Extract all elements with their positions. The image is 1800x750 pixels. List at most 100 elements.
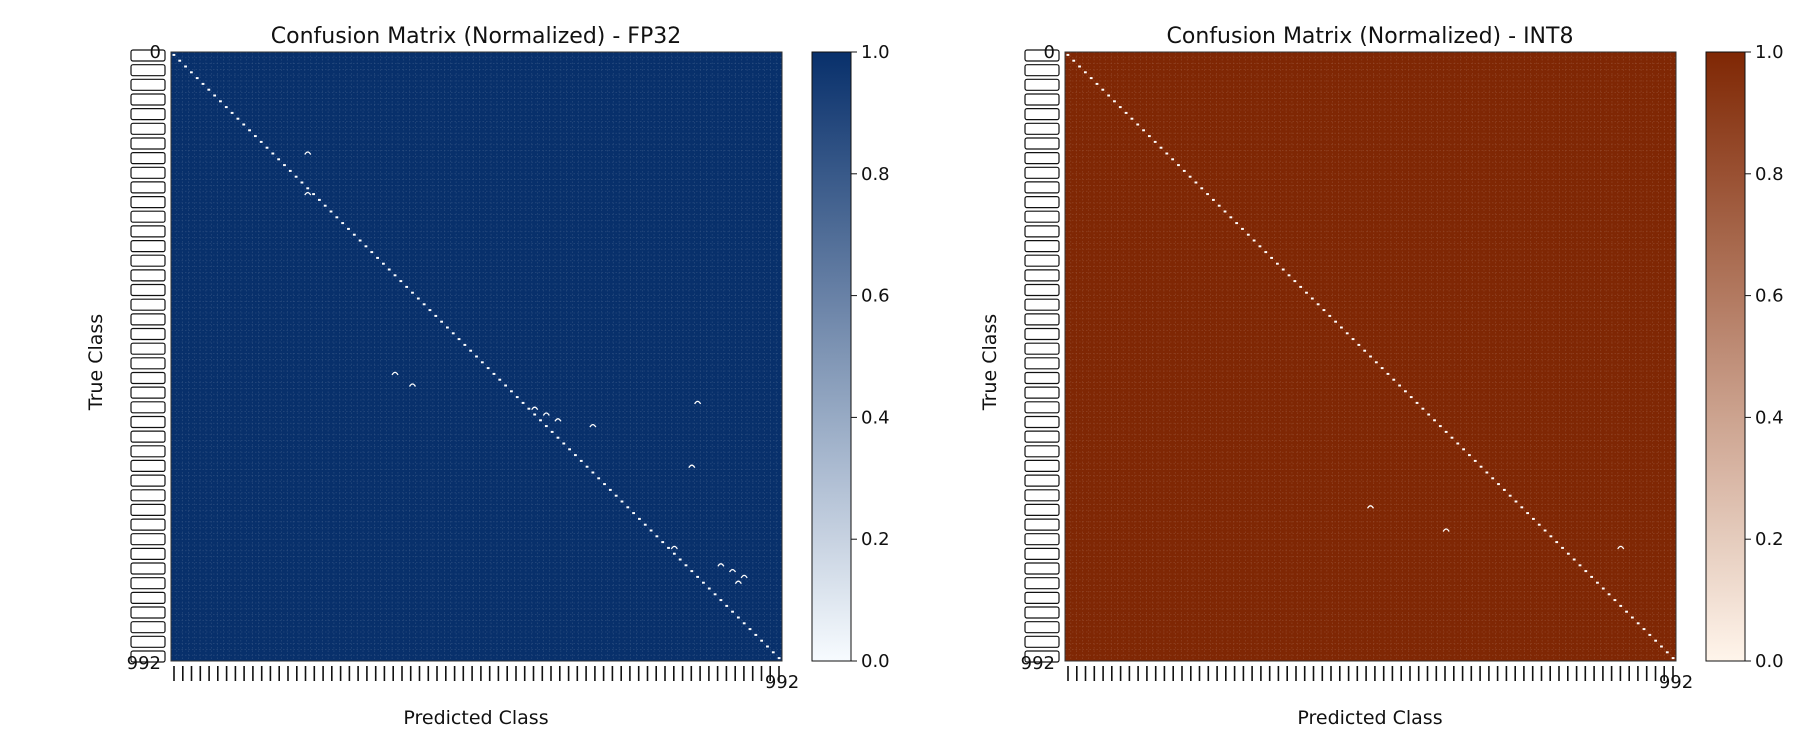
diagonal-cell [306,187,310,190]
diagonal-cell [585,465,589,468]
diagonal-cell [219,100,222,103]
off-diagonal-cell [589,423,597,428]
y-tick-mark [1024,122,1060,135]
diagonal-cell [1241,227,1244,230]
y-tick-mark [1024,283,1060,297]
y-tick-mark [1024,225,1060,238]
cell-grid [171,52,782,661]
off-diagonal-cell [694,400,702,405]
colorbar-tick-label: 0.0 [861,651,890,672]
diagonal-cell [1142,129,1145,132]
diagonal-cell [1334,320,1337,323]
y-tick-mark [130,489,166,502]
diagonal-cell [236,117,240,120]
diagonal-cell [702,581,705,584]
off-diagonal-cell [670,545,678,550]
diagonal-cell [1165,152,1169,155]
diagonal-cell [632,512,636,515]
y-tick-mark [1024,635,1060,648]
diagonal-cell [1345,332,1349,335]
diagonal-cell [1374,361,1378,364]
diagonal-cell [1369,355,1372,358]
y-tick-mark [130,650,166,663]
y-axis-label: True Class [85,314,107,411]
y-tick-mark [1024,210,1060,223]
diagonal-cell [1316,303,1320,306]
y-tick-mark [130,210,166,223]
diagonal-cell [579,459,583,462]
y-tick-mark [1024,474,1060,487]
diagonal-cell [265,146,269,149]
chart-title: Confusion Matrix (Normalized) - INT8 [1167,24,1574,49]
y-tick-mark [130,122,166,135]
diagonal-cell [213,94,217,97]
diagonal-cell [1089,77,1093,80]
diagonal-cell [1136,123,1140,126]
diagonal-cell [446,326,449,329]
off-diagonal-cell [1617,545,1625,550]
y-tick-mark [1024,489,1060,502]
diagonal-cell [760,639,764,642]
y-tick-mark [130,621,166,634]
diagonal-cell [754,633,758,636]
diagonal-cell [230,111,234,114]
y-tick-mark [130,562,166,575]
diagonal-cell [1107,94,1111,97]
y-tick-mark [1024,459,1060,472]
x-tick-label-last: 992 [1659,672,1693,693]
diagonal-cell [201,82,205,85]
y-tick-mark [130,107,166,121]
diagonal-cell [1607,593,1611,596]
diagonal-cell [725,604,729,607]
diagonal-cell [1340,326,1343,329]
colorbar-tick-label: 1.0 [1755,42,1784,63]
diagonal-cell [1264,251,1268,254]
diagonal-cell [242,123,246,126]
diagonal-cell [1229,216,1233,219]
diagonal-cell [1153,140,1157,143]
y-tick-mark [130,518,166,531]
y-tick-mark [130,225,166,238]
diagonal-cell [597,477,601,480]
diagonal-cell [1665,651,1669,654]
y-tick-mark [130,635,166,648]
y-tick-mark [130,196,166,209]
diagonal-cell [300,181,304,184]
diagonal-cell [1310,297,1314,300]
cell-grid [1065,52,1676,661]
diagonal-cell [1124,111,1128,114]
diagonal-cell [1118,106,1122,109]
diagonal-cell [1404,390,1407,393]
diagonal-cell [591,471,595,474]
diagonal-cell [1468,454,1471,457]
colorbar-gradient [811,51,852,662]
y-tick-mark [1024,371,1060,385]
diagonal-cell [1409,396,1413,399]
diagonal-cell [1281,268,1285,271]
diagonal-cell [259,140,263,143]
diagonal-cell [399,280,403,283]
colorbar-tick-label: 0.8 [861,164,890,185]
diagonal-cell [1630,616,1634,619]
off-diagonal-cell [717,563,725,567]
y-tick-mark [130,152,166,165]
diagonal-cell [504,384,507,387]
diagonal-cell [1095,82,1099,85]
diagonal-cell [1130,117,1134,120]
y-tick-mark [130,533,166,546]
diagonal-cell [1299,285,1303,288]
diagonal-cell [329,210,333,213]
diagonal-cell [1479,465,1483,468]
diagonal-cell [574,454,577,457]
y-tick-mark [130,327,166,341]
diagonal-cell [195,77,199,80]
y-tick-mark [130,313,166,326]
colorbar-tick-label: 0.6 [861,286,890,307]
diagonal-cell [638,517,641,520]
y-tick-mark [130,137,166,150]
diagonal-cell [1508,494,1512,497]
diagonal-cell [253,135,257,138]
diagonal-cell [422,303,426,306]
